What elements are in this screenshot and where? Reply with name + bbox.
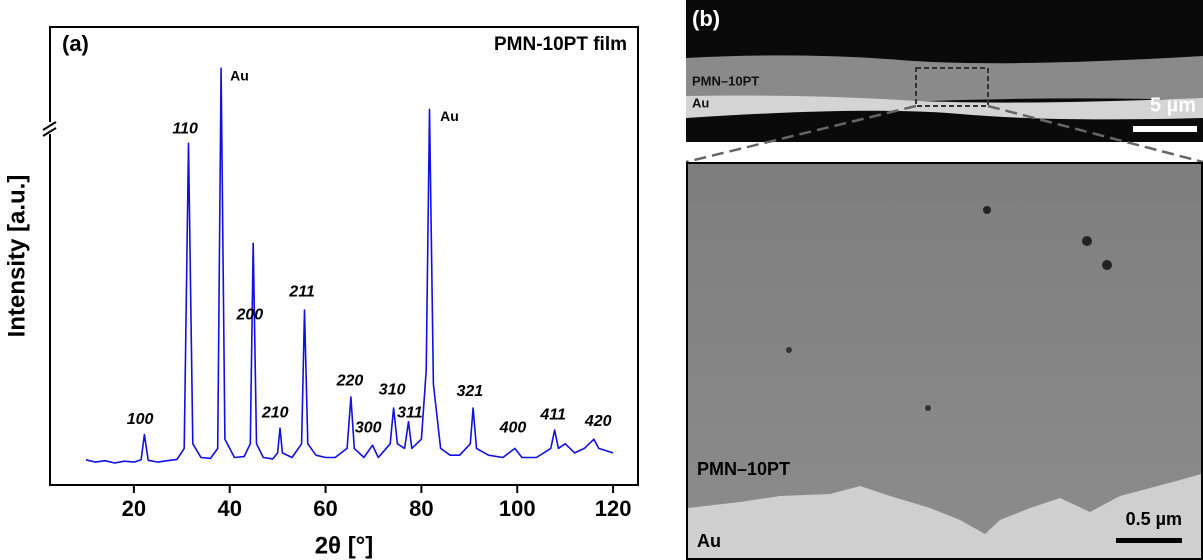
scale-label: 5 µm (1150, 94, 1196, 116)
pore (1082, 236, 1092, 246)
layer-label: PMN–10PT (697, 459, 790, 479)
peak-label: 211 (288, 283, 315, 300)
x-tick-label: 40 (217, 496, 241, 521)
x-tick-label: 60 (313, 496, 337, 521)
peak-label: 200 (235, 306, 263, 323)
film-layer (686, 55, 1203, 104)
scale-bar (1133, 126, 1197, 132)
au-layer (686, 95, 1203, 120)
plot-frame (49, 26, 639, 486)
zoom-line (685, 104, 917, 164)
scale-bar (1116, 538, 1182, 543)
peak-label: 411 (539, 407, 566, 424)
sem-panel: (b) PMN–10PT Au 5 µm PMN–10PT Au 0.5 µm (685, 0, 1203, 560)
x-tick-label: 120 (595, 496, 632, 521)
peak-label: 310 (379, 381, 406, 398)
peak-label: 220 (336, 372, 364, 389)
layer-label: Au (692, 95, 709, 110)
pore (925, 405, 931, 411)
au-substrate (688, 474, 1201, 558)
axis-break (42, 127, 57, 137)
scale-label: 0.5 µm (1126, 509, 1182, 529)
y-axis-label: Intensity [a.u.] (3, 175, 30, 338)
x-tick-label: 80 (409, 496, 433, 521)
x-tick-label: 20 (122, 496, 146, 521)
peak-label: 110 (172, 120, 198, 137)
xrd-line (85, 67, 614, 464)
pore (786, 347, 792, 353)
peak-label: 321 (456, 383, 483, 400)
peak-label: 100 (127, 411, 154, 428)
peak-label: 300 (355, 419, 382, 436)
panel-label: (b) (692, 6, 720, 31)
pore (983, 206, 991, 214)
peak-label: 400 (499, 419, 527, 436)
peak-label: Au (230, 68, 249, 84)
sem-bottom-image (686, 162, 1203, 560)
layer-label: Au (697, 531, 721, 551)
axis-break (42, 121, 57, 131)
zoom-box (915, 67, 989, 107)
peak-label: 311 (397, 404, 423, 421)
pore (1102, 260, 1112, 270)
x-axis-label: 2θ [°] (315, 532, 374, 559)
zoom-line (987, 104, 1203, 164)
layer-label: PMN–10PT (692, 73, 759, 88)
xrd-plot: (a) PMN-10PT film 2θ [°] Intensity [a.u.… (3, 26, 639, 559)
peak-label: 420 (584, 413, 612, 430)
peak-label: 210 (261, 404, 289, 421)
chart-title: PMN-10PT film (494, 34, 627, 55)
x-tick-label: 100 (499, 496, 536, 521)
panel-label: (a) (62, 31, 89, 56)
peak-label: Au (440, 108, 459, 124)
